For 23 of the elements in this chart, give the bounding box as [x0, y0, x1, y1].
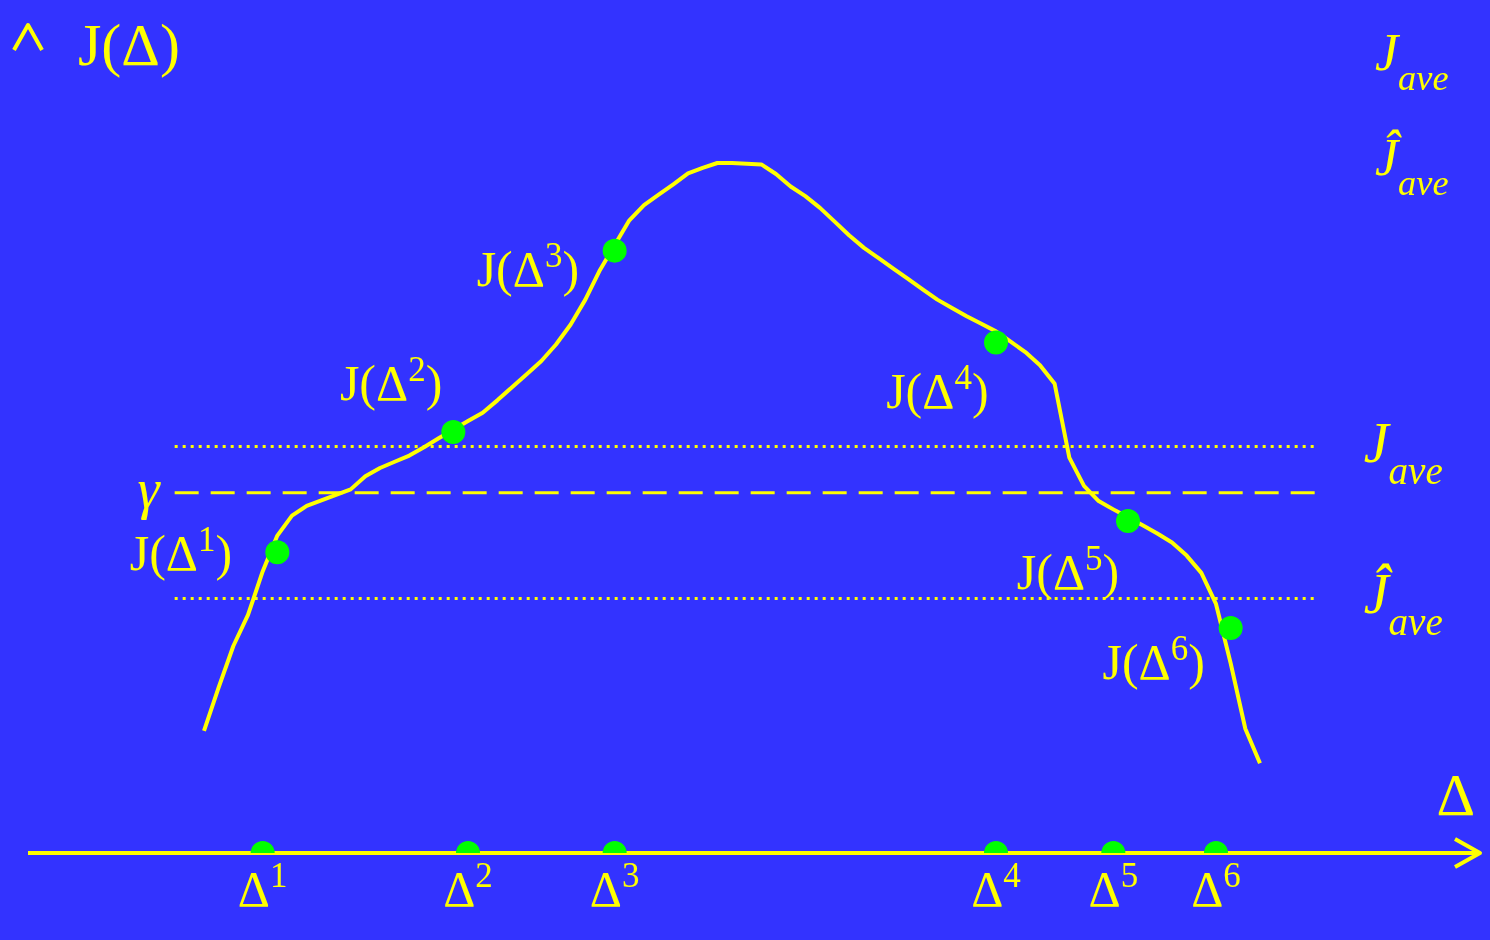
point: [984, 330, 1008, 355]
x-tick-label: Δ$^{1}$: [237, 855, 288, 917]
annotation: J(Δ$^{3}$): [476, 235, 580, 297]
annotation: J(Δ$^{4}$): [886, 357, 989, 420]
point: [441, 420, 466, 445]
y-axis-title: J(Δ): [78, 12, 180, 78]
x-axis-title: Δ: [1436, 762, 1475, 828]
annotation: J(Δ$^{2}$): [339, 349, 443, 412]
point: [1116, 509, 1140, 534]
x-tick-label: Δ$^{5}$: [1088, 855, 1139, 917]
annotation: J(Δ$^{5}$): [1016, 538, 1120, 601]
ref-line-label: J$_{ave}$: [1363, 411, 1443, 492]
annotation: J(Δ$^{6}$): [1102, 628, 1205, 691]
x-tick-label: Δ$^{3}$: [589, 855, 640, 917]
annotation: J(Δ$^{1}$): [129, 519, 233, 582]
x-tick-label: Δ$^{4}$: [971, 855, 1021, 917]
ref-line-label: Ĵ$_{ave}$: [1363, 563, 1443, 643]
x-tick-label: Δ$^{6}$: [1191, 855, 1241, 917]
ref-line-label: γ: [137, 457, 162, 520]
text: J$_{ave}$: [1375, 24, 1449, 98]
x-tick-label: Δ$^{2}$: [443, 855, 493, 917]
point: [265, 540, 290, 565]
annotation: Ĵ$_{ave}$: [1375, 129, 1449, 203]
